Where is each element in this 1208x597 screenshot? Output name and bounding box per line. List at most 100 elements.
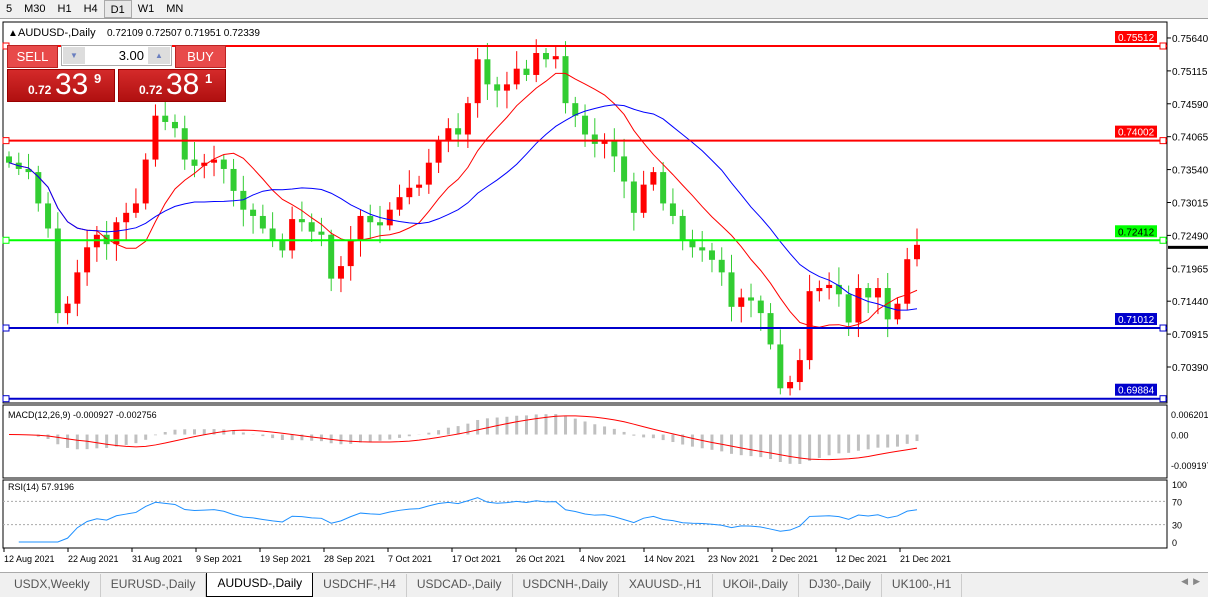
candle-body: [347, 241, 354, 267]
candle-body: [269, 228, 276, 242]
candle-body: [787, 382, 794, 389]
timeframe-m30[interactable]: M30: [24, 3, 46, 15]
candle-body: [45, 203, 52, 229]
decrease-lot-button[interactable]: ▼: [63, 47, 85, 64]
candle-body: [650, 172, 657, 185]
moving-average-slow: [8, 104, 918, 311]
candle-body: [113, 222, 120, 245]
candle-body: [679, 215, 686, 242]
candle-body: [601, 140, 608, 144]
macd-tick-label: -0.009197: [1171, 461, 1208, 471]
chart-tab[interactable]: USDCNH-,Daily: [513, 574, 619, 597]
chart-tab[interactable]: UKOil-,Daily: [713, 574, 799, 597]
candle-body: [220, 159, 227, 169]
candle-body: [708, 250, 715, 260]
date-label: 31 Aug 2021: [132, 554, 183, 564]
price-tick-label: 0.71440: [1172, 297, 1208, 308]
date-label: 28 Sep 2021: [324, 554, 375, 564]
lot-size-input[interactable]: 3.00: [118, 48, 144, 63]
candle-body: [660, 172, 667, 204]
chart-tab[interactable]: USDX,Weekly: [4, 574, 101, 597]
chart-title-arrow: ▲: [8, 28, 18, 39]
sell-price-pip: 9: [94, 71, 102, 86]
candle-body: [74, 272, 81, 304]
timeframe-mn[interactable]: MN: [166, 3, 184, 15]
candle-body: [259, 215, 266, 229]
level-price-label: 0.69884: [1118, 386, 1155, 397]
candle-body: [640, 184, 647, 213]
date-label: 7 Oct 2021: [388, 554, 432, 564]
sell-button[interactable]: SELL: [7, 45, 58, 68]
candle-body: [728, 272, 735, 307]
macd-tick-label: 0.00: [1171, 431, 1189, 441]
candle-body: [552, 56, 559, 60]
chart-window[interactable]: ▲ AUDUSD-,Daily 0.72109 0.72507 0.71951 0.…: [0, 20, 1208, 570]
candle-body: [279, 241, 286, 251]
level-price-tag: [1115, 383, 1157, 396]
candle-body: [298, 219, 305, 223]
moving-average-fast: [8, 72, 918, 328]
sell-price[interactable]: 0.72 33 9: [7, 68, 115, 102]
buy-button[interactable]: BUY: [175, 45, 226, 68]
timeframe-w1[interactable]: W1: [137, 3, 155, 15]
candle-body: [435, 140, 442, 163]
date-label: 19 Sep 2021: [260, 554, 311, 564]
candle-body: [865, 288, 872, 298]
chart-tab[interactable]: AUDUSD-,Daily: [206, 573, 314, 597]
level-price-tag: [1115, 31, 1157, 43]
tab-scroll-arrows[interactable]: ◀ ▶: [1181, 576, 1200, 586]
candle-body: [6, 156, 12, 163]
timeframe-d1[interactable]: D1: [103, 0, 132, 18]
date-label: 23 Nov 2021: [708, 554, 759, 564]
candle-body: [64, 303, 71, 314]
candle-body: [211, 159, 218, 163]
candle-body: [35, 172, 42, 204]
chart-tab[interactable]: XAUUSD-,H1: [619, 574, 713, 597]
chart-canvas[interactable]: ▲ AUDUSD-,Daily 0.72109 0.72507 0.71951 0.…: [0, 20, 1208, 570]
candle-body: [162, 115, 169, 122]
macd-panel: [2, 404, 1168, 479]
price-tick-label: 0.71965: [1172, 264, 1208, 275]
price-tick-label: 0.75115: [1172, 67, 1208, 78]
candle-body: [455, 128, 462, 135]
candle-body: [54, 228, 61, 314]
chart-tab[interactable]: USDCHF-,H4: [313, 574, 407, 597]
chart-tab[interactable]: DJ30-,Daily: [799, 574, 882, 597]
candle-body: [230, 168, 237, 191]
macd-signal-line: [8, 415, 918, 461]
price-tick-label: 0.70390: [1172, 363, 1208, 374]
level-price-tag: [1115, 125, 1157, 138]
current-price-tag: [1168, 245, 1208, 249]
timeframe-5[interactable]: 5: [6, 3, 13, 15]
candle-body: [386, 209, 393, 226]
macd-tick-label: 0.006201: [1171, 410, 1208, 420]
candle-body: [718, 259, 725, 273]
candle-body: [738, 297, 745, 307]
candle-body: [748, 297, 755, 301]
buy-price-big: 38: [166, 68, 200, 101]
increase-lot-button[interactable]: ▲: [148, 47, 170, 64]
date-label: 2 Dec 2021: [772, 554, 818, 564]
timeframe-h1[interactable]: H1: [57, 3, 72, 15]
candle-body: [816, 288, 823, 292]
level-handle: [1159, 236, 1167, 244]
chart-tab[interactable]: EURUSD-,Daily: [101, 574, 207, 597]
chart-tab[interactable]: USDCAD-,Daily: [407, 574, 513, 597]
price-tick-label: 0.72490: [1172, 231, 1208, 242]
chart-tab[interactable]: UK100-,H1: [882, 574, 963, 597]
level-price-label: 0.74002: [1118, 128, 1155, 139]
candle-body: [416, 184, 423, 188]
level-price-label: 0.72412: [1118, 227, 1155, 238]
level-handle: [2, 324, 10, 332]
price-tick-label: 0.75640: [1172, 34, 1208, 45]
candle-body: [337, 266, 344, 279]
buy-price[interactable]: 0.72 38 1: [118, 68, 226, 102]
candle-body: [826, 284, 833, 289]
candle-body: [621, 156, 628, 182]
timeframe-h4[interactable]: H4: [83, 3, 98, 15]
date-label: 14 Nov 2021: [644, 554, 695, 564]
level-handle: [1159, 137, 1167, 145]
lot-size-stepper[interactable]: ▼ 3.00 ▲: [61, 45, 172, 66]
candle-body: [474, 59, 481, 104]
sell-price-big: 33: [55, 68, 89, 101]
